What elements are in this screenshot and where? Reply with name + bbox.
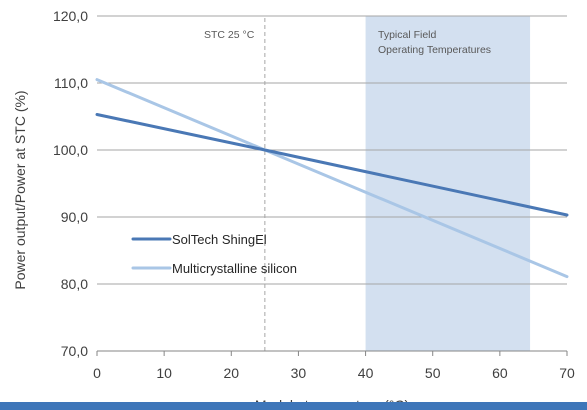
legend-label-multicrystalline: Multicrystalline silicon xyxy=(172,261,297,276)
y-tick-label: 110,0 xyxy=(54,75,88,91)
x-tick-label: 50 xyxy=(425,365,441,381)
y-tick-label: 80,0 xyxy=(61,276,88,292)
stc-label: STC 25 °C xyxy=(204,29,255,41)
x-tick-label: 20 xyxy=(223,365,239,381)
bottom-band xyxy=(0,402,587,410)
axis-layer: 70,0 80,0 90,0 100,0 110,0 120,0 0 10 20 30 40 50 60… xyxy=(53,8,575,381)
series-layer xyxy=(95,78,569,279)
field-band-layer xyxy=(365,16,531,351)
grid-layer xyxy=(97,15,567,285)
series-line-soltech xyxy=(95,113,569,217)
field-band-label-line1: Typical Field xyxy=(378,29,437,41)
y-axis-title: Power output/Power at STC (%) xyxy=(12,90,28,289)
x-tick-label: 60 xyxy=(492,365,508,381)
x-tick-label: 40 xyxy=(358,365,374,381)
y-tick-label: 70,0 xyxy=(61,343,88,359)
x-tick-label: 30 xyxy=(291,365,307,381)
field-band xyxy=(365,16,531,351)
y-tick-label: 90,0 xyxy=(61,209,88,225)
field-band-label-line2: Operating Temperatures xyxy=(378,44,491,56)
legend-label-soltech: SolTech ShingEl xyxy=(172,232,267,247)
x-tick-label: 70 xyxy=(559,365,575,381)
x-tick-label: 0 xyxy=(93,365,101,381)
x-tick-label: 10 xyxy=(156,365,172,381)
y-tick-label: 100,0 xyxy=(53,142,88,158)
legend: SolTech ShingEl Multicrystalline silicon xyxy=(131,232,297,276)
y-tick-label: 120,0 xyxy=(53,8,88,24)
